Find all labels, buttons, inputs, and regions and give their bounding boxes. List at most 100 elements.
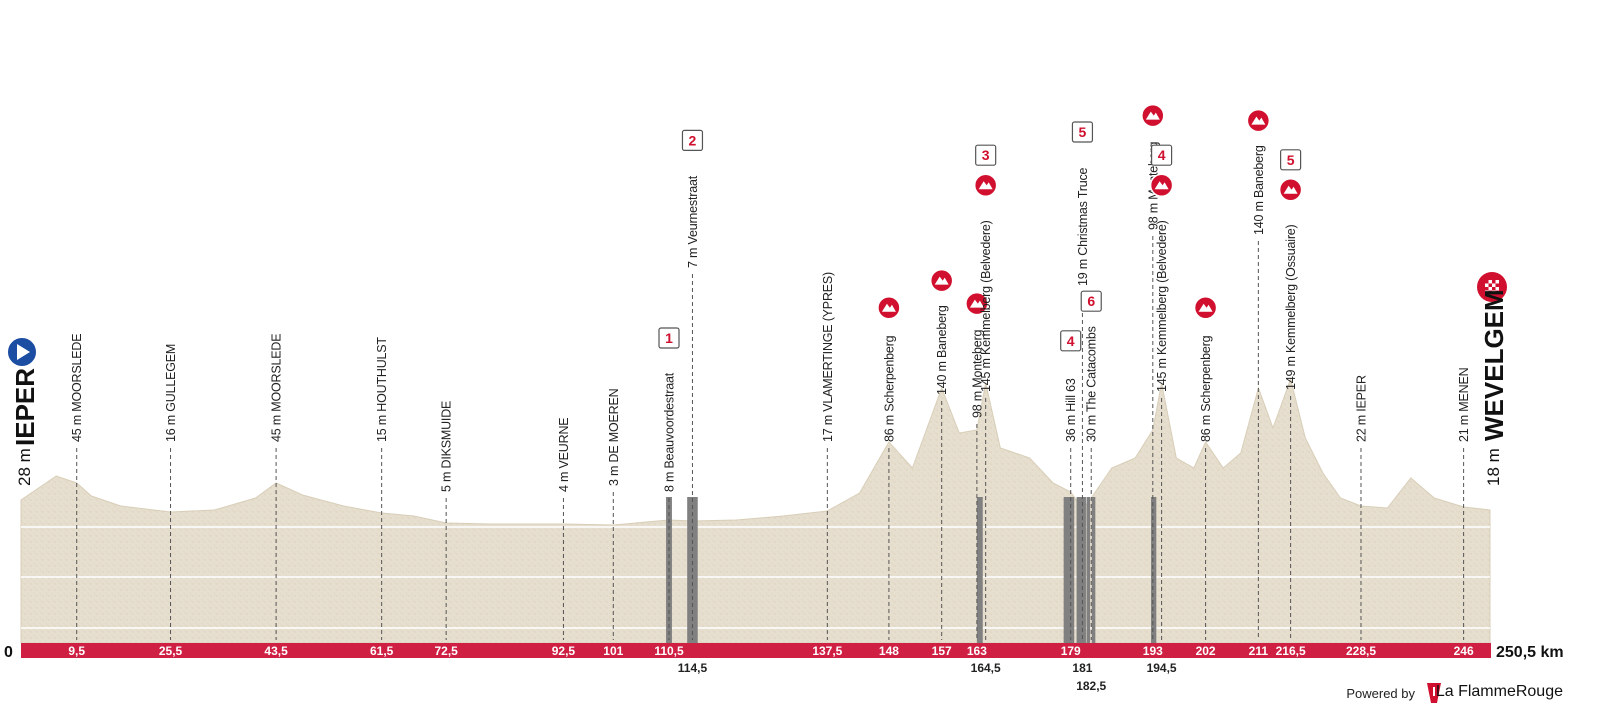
start-marker: IEPER 28 m [6, 336, 40, 486]
sector-badge: 4 [1151, 144, 1173, 166]
finish-marker: WEVELGEM 18 m [1477, 272, 1509, 486]
distance-bar [21, 643, 1491, 658]
waypoint-label: 7 m Veurnestraat [686, 175, 700, 268]
sector-badge-number: 1 [665, 330, 673, 346]
waypoint-label: 36 m Hill 63 [1064, 378, 1078, 442]
mountain-icon [1283, 185, 1298, 194]
checker-square [1492, 280, 1496, 284]
checker-square [1492, 283, 1496, 287]
checker-square [1495, 287, 1499, 291]
finish-town: WEVELGEM [1479, 289, 1509, 441]
km-label: 101 [603, 644, 623, 658]
sector-badge-number: 4 [1158, 147, 1166, 163]
km-label: 148 [879, 644, 899, 658]
waypoint-label: 45 m MOORSLEDE [70, 334, 84, 442]
gravel-sector [976, 497, 983, 643]
km-label: 72,5 [434, 644, 458, 658]
waypoint-label: 140 m Baneberg [1252, 145, 1266, 235]
km-label: 163 [967, 644, 987, 658]
km-label-below: 164,5 [971, 661, 1001, 675]
mountain-icon [934, 276, 949, 285]
waypoint-label: 21 m MENEN [1457, 367, 1471, 442]
sector-badge-number: 3 [982, 147, 990, 163]
sector-badge-box [1071, 121, 1094, 143]
finish-altitude: 18 m [1484, 448, 1503, 486]
mountain-icon [1145, 111, 1160, 120]
sector-badge-box [1151, 144, 1173, 166]
sector-badge: 1 [658, 327, 680, 349]
waypoint-label: 45 m MOORSLEDE [270, 334, 284, 442]
sector-badge-box [681, 129, 704, 151]
waypoint-label: 4 m VEURNE [557, 418, 571, 492]
sector-badge-number: 5 [1079, 124, 1087, 140]
checker-square [1488, 287, 1492, 291]
sector-badge-number: 5 [1287, 152, 1295, 168]
elevation-area [20, 377, 1491, 644]
km-label-below: 114,5 [678, 661, 708, 675]
km-label: 211 [1249, 644, 1269, 658]
start-town: IEPER [10, 368, 40, 446]
waypoint-label: 17 m VLAMERTINGE (YPRES) [821, 272, 835, 442]
start-arrow-icon [17, 344, 30, 360]
km-label: 246 [1454, 644, 1474, 658]
sector-badge: 2 [681, 129, 704, 151]
km-label: 137,5 [812, 644, 842, 658]
checker-square [1488, 280, 1492, 284]
checker-square [1492, 290, 1496, 294]
gravel-sector [1086, 497, 1091, 643]
waypoint-label: 140 m Baneberg [935, 305, 949, 395]
waypoint-label: 5 m DIKSMUIDE [440, 401, 454, 492]
km-label: 61,5 [370, 644, 394, 658]
km-label: 43,5 [264, 644, 288, 658]
checker-square [1495, 290, 1499, 294]
gravel-sector [1091, 497, 1096, 643]
checker-square [1485, 283, 1489, 287]
checker-square [1488, 283, 1492, 287]
checkered-flag-icon [1485, 280, 1499, 294]
waypoint-label: 22 m IEPER [1354, 375, 1368, 442]
mountain-icon [1251, 116, 1266, 125]
sector-badge-number: 4 [1067, 333, 1075, 349]
waypoint-label: 86 m Scherpenberg [882, 335, 896, 442]
sector-badge-box [1060, 330, 1082, 352]
sector-badge: 5 [1071, 121, 1094, 143]
checker-square [1485, 287, 1489, 291]
checker-square [1485, 280, 1489, 284]
waypoint-label: 8 m Beauvoordestraat [663, 372, 677, 492]
gravel-sector [1063, 497, 1075, 643]
total-distance-label: 250,5 km [1496, 644, 1564, 661]
waypoint-label: 3 m DE MOEREN [607, 388, 621, 486]
flamme-rouge-logo-icon [1427, 683, 1441, 703]
mountain-icon [1154, 181, 1169, 190]
gravel-sector [1151, 497, 1157, 643]
checker-square [1492, 287, 1496, 291]
sector-badge: 5 [1280, 149, 1302, 171]
km-label-below: 182,5 [1076, 679, 1106, 693]
mountain-icon [881, 303, 896, 312]
mountain-icon [969, 299, 984, 308]
gravel-sector [1076, 497, 1086, 643]
start-km-label: 0 [4, 644, 13, 661]
gridlines [21, 526, 1490, 629]
km-label: 157 [932, 644, 952, 658]
powered-by-label: Powered by [1346, 686, 1415, 701]
km-label: 228,5 [1346, 644, 1376, 658]
sector-badge-box [1080, 290, 1102, 312]
km-label: 216,5 [1276, 644, 1306, 658]
sector-badge-box [1280, 149, 1302, 171]
waypoint-label: 30 m The Catacombs [1085, 326, 1099, 442]
waypoint-label: 15 m HOUTHULST [375, 337, 389, 442]
sector-badge: 4 [1060, 330, 1082, 352]
km-label-below: 181 [1072, 661, 1092, 675]
km-label: 110,5 [654, 644, 684, 658]
sector-badge-box [975, 144, 997, 166]
km-label: 202 [1196, 644, 1216, 658]
km-label: 193 [1143, 644, 1163, 658]
sector-badge: 6 [1080, 290, 1102, 312]
waypoint-label: 98 m Monteberg [970, 330, 984, 418]
waypoint-label: 145 m Kemmelberg (Belvedere) [1155, 220, 1169, 392]
km-label: 25,5 [159, 644, 183, 658]
mountain-icon [978, 181, 993, 190]
sector-badge: 3 [975, 144, 997, 166]
checker-square [1495, 280, 1499, 284]
